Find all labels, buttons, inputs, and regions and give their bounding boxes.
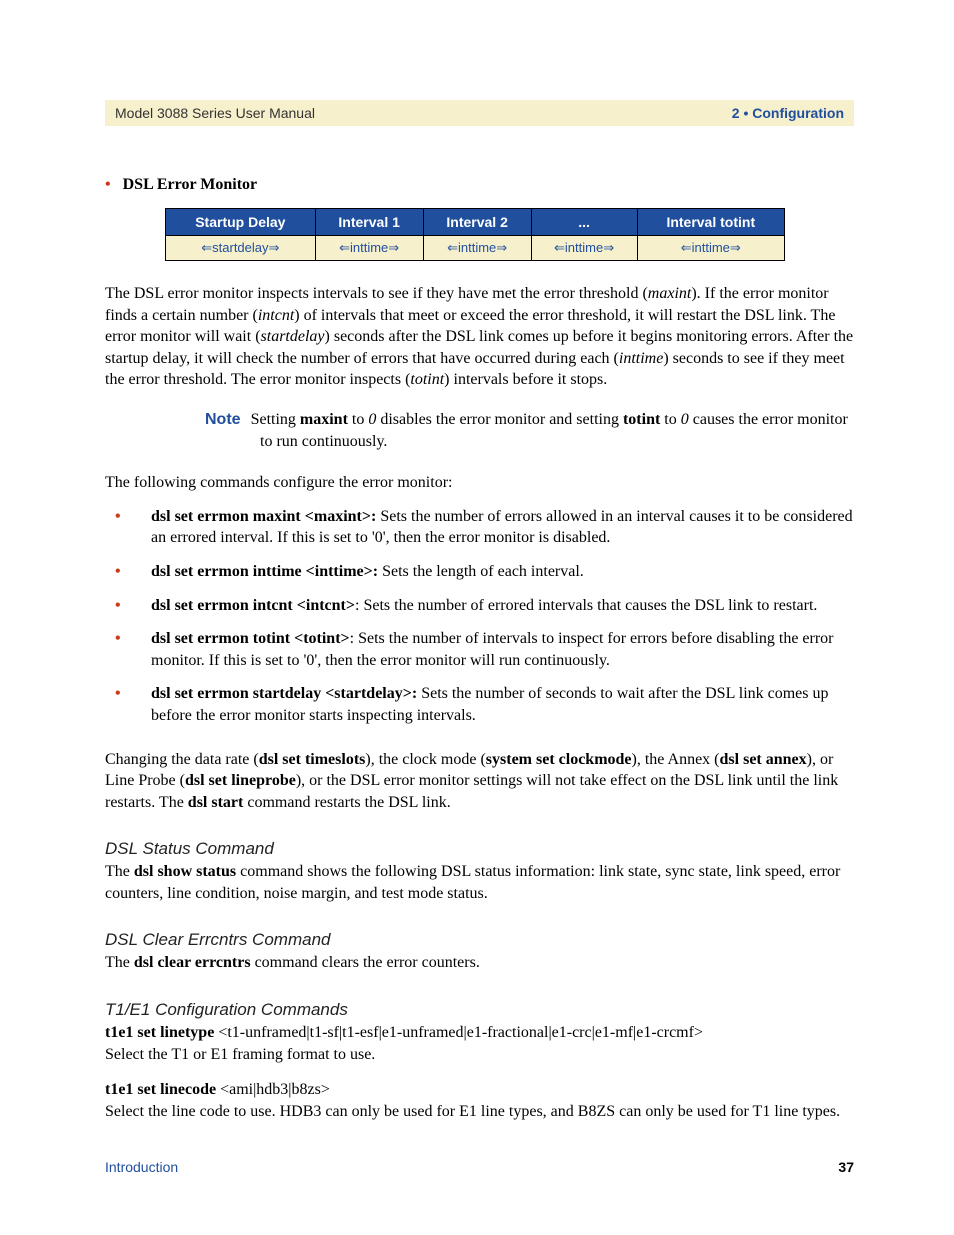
cmd-inline: dsl show status <box>134 863 236 880</box>
text: The DSL error monitor inspects intervals… <box>105 285 648 302</box>
cmd-args: <t1-unframed|t1-sf|t1-esf|e1-unframed|e1… <box>218 1024 703 1041</box>
text: ), the Annex ( <box>632 751 720 768</box>
interval-table: Startup Delay Interval 1 Interval 2 ... … <box>165 208 785 261</box>
cmd-desc: Sets the length of each interval. <box>378 563 584 580</box>
text: command clears the error counters. <box>251 954 480 971</box>
term-inttime: inttime <box>619 350 663 367</box>
note-maxint: maxint <box>300 411 348 428</box>
list-item: dsl set errmon startdelay <startdelay>: … <box>133 683 854 726</box>
para-dsl-status: The dsl show status command shows the fo… <box>105 861 854 904</box>
section-heading: • DSL Error Monitor <box>105 176 854 194</box>
text: command restarts the DSL link. <box>243 794 450 811</box>
td-inttime-2: ⇐inttime⇒ <box>423 236 531 261</box>
footer-page-number: 37 <box>838 1159 854 1175</box>
text: ) intervals before it stops. <box>444 371 607 388</box>
para-t1e1-linetype: t1e1 set linetype <t1-unframed|t1-sf|t1-… <box>105 1022 854 1065</box>
td-inttime-3: ⇐inttime⇒ <box>531 236 637 261</box>
td-inttime-4: ⇐inttime⇒ <box>637 236 784 261</box>
cmd-inline: dsl clear errcntrs <box>134 954 251 971</box>
cmd-desc: Select the T1 or E1 framing format to us… <box>105 1046 375 1063</box>
table-data-row: ⇐startdelay⇒ ⇐inttime⇒ ⇐inttime⇒ ⇐inttim… <box>166 236 785 261</box>
cmd-args: <ami|hdb3|b8zs> <box>220 1081 330 1098</box>
note-totint: totint <box>623 411 660 428</box>
page: Model 3088 Series User Manual 2 • Config… <box>0 0 954 1235</box>
list-item: dsl set errmon maxint <maxint>: Sets the… <box>133 506 854 549</box>
text: Changing the data rate ( <box>105 751 259 768</box>
cmd-name: dsl set errmon totint <totint> <box>151 630 350 647</box>
cmd-inline: dsl start <box>188 794 244 811</box>
header-right: 2 • Configuration <box>732 105 844 121</box>
term-startdelay: startdelay <box>261 328 325 345</box>
page-footer: Introduction 37 <box>105 1159 854 1175</box>
list-item: dsl set errmon totint <totint>: Sets the… <box>133 628 854 671</box>
cmd-inline: dsl set annex <box>720 751 807 768</box>
cmd-inline: dsl set lineprobe <box>185 772 296 789</box>
text: The <box>105 863 134 880</box>
text: to <box>660 411 680 428</box>
table-header-row: Startup Delay Interval 1 Interval 2 ... … <box>166 209 785 236</box>
bullet-icon: • <box>105 176 111 193</box>
note-zero-2: 0 <box>681 411 689 428</box>
cmd-desc: Select the line code to use. HDB3 can on… <box>105 1103 840 1120</box>
heading-dsl-status: DSL Status Command <box>105 839 854 859</box>
th-startup-delay: Startup Delay <box>166 209 316 236</box>
footer-section: Introduction <box>105 1159 178 1175</box>
term-intcnt: intcnt <box>258 307 294 324</box>
cmd-name: dsl set errmon startdelay <startdelay>: <box>151 685 417 702</box>
cmd-name: dsl set errmon maxint <maxint>: <box>151 508 376 525</box>
page-header: Model 3088 Series User Manual 2 • Config… <box>105 100 854 126</box>
term-maxint: maxint <box>648 285 692 302</box>
text: ), the clock mode ( <box>365 751 485 768</box>
cmd-desc: : Sets the number of errored intervals t… <box>355 597 817 614</box>
list-item: dsl set errmon inttime <inttime>: Sets t… <box>133 561 854 583</box>
note-block: Note Setting maxint to 0 disables the err… <box>205 409 854 452</box>
commands-intro: The following commands configure the err… <box>105 472 854 494</box>
td-inttime-1: ⇐inttime⇒ <box>315 236 423 261</box>
para-t1e1-linecode: t1e1 set linecode <ami|hdb3|b8zs> Select… <box>105 1079 854 1122</box>
cmd-name: dsl set errmon inttime <inttime>: <box>151 563 378 580</box>
para-changing-rate: Changing the data rate (dsl set timeslot… <box>105 749 854 814</box>
text: disables the error monitor and setting <box>376 411 623 428</box>
th-interval-1: Interval 1 <box>315 209 423 236</box>
list-item: dsl set errmon intcnt <intcnt>: Sets the… <box>133 595 854 617</box>
para-error-monitor: The DSL error monitor inspects intervals… <box>105 283 854 391</box>
th-interval-2: Interval 2 <box>423 209 531 236</box>
cmd-inline: t1e1 set linetype <box>105 1024 218 1041</box>
note-label: Note <box>205 411 241 428</box>
command-list: dsl set errmon maxint <maxint>: Sets the… <box>105 506 854 727</box>
cmd-inline: system set clockmode <box>486 751 632 768</box>
cmd-inline: dsl set timeslots <box>259 751 366 768</box>
header-left: Model 3088 Series User Manual <box>115 105 315 121</box>
text: to <box>348 411 368 428</box>
term-totint: totint <box>410 371 444 388</box>
para-dsl-clear: The dsl clear errcntrs command clears th… <box>105 952 854 974</box>
text: The <box>105 954 134 971</box>
td-startdelay: ⇐startdelay⇒ <box>166 236 316 261</box>
th-ellipsis: ... <box>531 209 637 236</box>
heading-dsl-clear: DSL Clear Errcntrs Command <box>105 930 854 950</box>
text: Setting <box>251 411 300 428</box>
th-interval-totint: Interval totint <box>637 209 784 236</box>
cmd-inline: t1e1 set linecode <box>105 1081 220 1098</box>
heading-t1e1: T1/E1 Configuration Commands <box>105 1000 854 1020</box>
section-title: DSL Error Monitor <box>123 176 258 193</box>
cmd-name: dsl set errmon intcnt <intcnt> <box>151 597 355 614</box>
